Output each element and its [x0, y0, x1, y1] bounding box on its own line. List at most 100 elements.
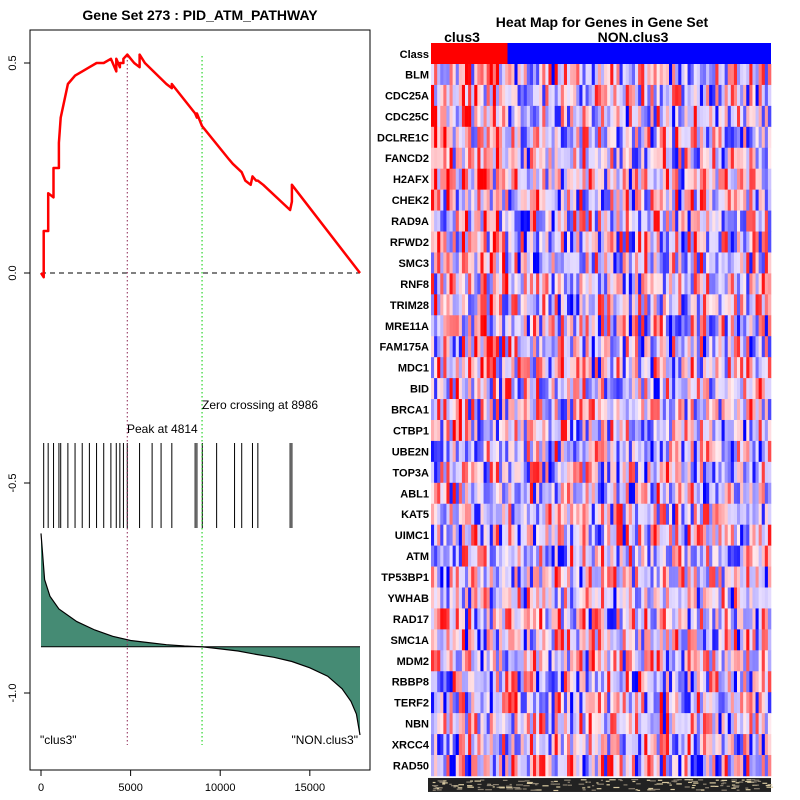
- heatmap-cell: [610, 315, 614, 337]
- heatmap-cell: [687, 105, 691, 128]
- heatmap-cell: [715, 126, 719, 149]
- heatmap-cell: [455, 461, 460, 484]
- heatmap-cell: [576, 64, 580, 86]
- heatmap-cell: [641, 650, 645, 672]
- heatmap-cell: [465, 315, 469, 337]
- heatmap-cell: [619, 399, 623, 421]
- heatmap-cell: [752, 84, 756, 107]
- heatmap-cell: [523, 273, 528, 295]
- heatmap-cell: [452, 189, 457, 211]
- heatmap-row-uimc1: [431, 524, 772, 546]
- heatmap-cell: [733, 566, 738, 588]
- heatmap-cell: [560, 524, 565, 546]
- heatmap-cell: [610, 440, 614, 463]
- heatmap-cell: [740, 755, 744, 777]
- heatmap-cell: [483, 524, 487, 546]
- heatmap-cell: [582, 587, 586, 609]
- heatmap-row-kat5: [431, 503, 772, 525]
- heatmap-cell: [687, 419, 691, 442]
- x-axis: 0 5000 10000 15000: [38, 769, 325, 794]
- heatmap-cell: [505, 566, 509, 588]
- heatmap-cell: [567, 629, 571, 651]
- heatmap-cell: [526, 692, 531, 714]
- heatmap-cell: [579, 189, 583, 211]
- heatmap-cell: [597, 357, 602, 379]
- footer-mark: [524, 780, 530, 782]
- footer-mark: [753, 788, 760, 790]
- heatmap-cell: [489, 734, 494, 756]
- heatmap-cell: [514, 147, 518, 169]
- heatmap-cell: [675, 692, 679, 714]
- heatmap-cell: [499, 378, 503, 400]
- heatmap-cell: [662, 189, 667, 211]
- heatmap-cell: [755, 713, 759, 735]
- heatmap-cell: [570, 734, 574, 756]
- heatmap-cell: [737, 566, 741, 588]
- heatmap-cell: [718, 378, 722, 400]
- heatmap-cell: [465, 650, 469, 672]
- heatmap-cell: [486, 189, 491, 211]
- heatmap-cell: [644, 503, 648, 525]
- heatmap-cell: [616, 189, 620, 211]
- heatmap-cell: [656, 84, 661, 107]
- heatmap-cell: [675, 503, 679, 525]
- heatmap-cell: [622, 566, 627, 588]
- heatmap-cell: [588, 419, 593, 442]
- heatmap-cell: [573, 273, 577, 295]
- heatmap-cell: [740, 105, 744, 128]
- heatmap-cell: [672, 399, 676, 421]
- heatmap-cell: [622, 608, 627, 630]
- heatmap-cell: [455, 566, 460, 588]
- heatmap-cell: [545, 64, 549, 86]
- heatmap-cell: [733, 84, 738, 107]
- heatmap-cell: [761, 357, 766, 379]
- heatmap-cell: [458, 755, 463, 777]
- heatmap-cell: [622, 210, 627, 232]
- heatmap-cell: [681, 503, 685, 525]
- heatmap-cell: [539, 587, 543, 609]
- heatmap-cell: [465, 147, 469, 169]
- footer-mark: [732, 781, 735, 783]
- heatmap-cell: [588, 147, 593, 169]
- heatmap-cell: [616, 524, 620, 546]
- heatmap-cell: [693, 378, 698, 400]
- heatmap-cell: [737, 168, 741, 190]
- heatmap-cell: [727, 399, 732, 421]
- heatmap-cell: [656, 524, 661, 546]
- heatmap-cell: [665, 210, 670, 232]
- heatmap-cell: [514, 84, 518, 107]
- heatmap-cell: [579, 105, 583, 128]
- heatmap-cell: [449, 399, 453, 421]
- heatmap-cell: [474, 503, 478, 525]
- heatmap-cell: [468, 210, 472, 232]
- heatmap-cell: [656, 378, 661, 400]
- heatmap-cell: [446, 608, 450, 630]
- heatmap-cell: [431, 587, 435, 609]
- heatmap-cell: [579, 671, 583, 693]
- heatmap-cell: [523, 566, 528, 588]
- heatmap-cell: [635, 524, 639, 546]
- heatmap-cell: [743, 419, 747, 442]
- heatmap-cell: [502, 419, 506, 442]
- heatmap-cell: [480, 461, 484, 484]
- heatmap-cell: [715, 545, 719, 567]
- heatmap-cell: [486, 629, 491, 651]
- heatmap-cell: [554, 64, 559, 86]
- heatmap-cell: [468, 336, 472, 358]
- heatmap-cell: [449, 168, 453, 190]
- heatmap-cell: [721, 168, 725, 190]
- heatmap-cell: [684, 210, 688, 232]
- footer-mark: [498, 786, 505, 788]
- heatmap-cell: [604, 734, 608, 756]
- heatmap-cell: [440, 461, 444, 484]
- heatmap-cell: [718, 315, 722, 337]
- heatmap-cell: [446, 419, 450, 442]
- heatmap-cell: [616, 713, 620, 735]
- heatmap-cell: [508, 566, 512, 588]
- heatmap-cell: [483, 210, 487, 232]
- heatmap-cell: [480, 503, 484, 525]
- heatmap-cell: [554, 147, 559, 169]
- heatmap-cell: [483, 419, 487, 442]
- heatmap-cell: [458, 231, 463, 253]
- heatmap-cell: [669, 524, 673, 546]
